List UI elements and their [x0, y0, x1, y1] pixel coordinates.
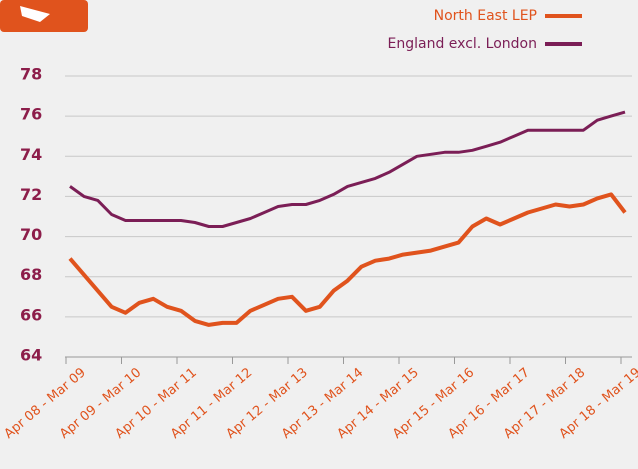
legend-label: England excl. London [388, 36, 538, 52]
y-tick-label: 68 [20, 265, 42, 284]
series-line [69, 110, 626, 228]
y-tick-label: 78 [20, 65, 42, 84]
series-line [68, 192, 627, 327]
y-tick-label: 72 [20, 185, 42, 204]
y-tick-label: 70 [20, 225, 42, 244]
legend-label: North East LEP [434, 8, 537, 24]
logo-glyph [20, 6, 50, 22]
y-tick-label: 64 [20, 346, 42, 365]
y-tick-label: 66 [20, 305, 42, 324]
y-tick-label: 76 [20, 105, 42, 124]
y-tick-label: 74 [20, 145, 42, 164]
